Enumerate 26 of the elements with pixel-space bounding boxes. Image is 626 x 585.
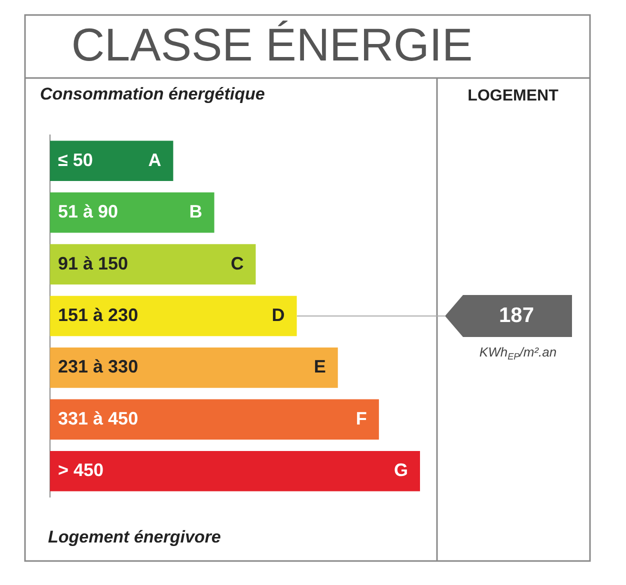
bar (50, 296, 297, 336)
y-tick-label: ≤ 50 (58, 150, 93, 170)
y-tick-label: 91 à 150 (58, 253, 128, 274)
y-tick-label: 231 à 330 (58, 356, 138, 377)
y-tick-label: 331 à 450 (58, 408, 138, 428)
annotation: D (272, 304, 285, 325)
y-tick-label: > 450 (58, 460, 104, 480)
annotation: E (314, 356, 326, 377)
text: 187 (498, 304, 534, 327)
bar (50, 399, 379, 440)
annotation: C (230, 253, 244, 274)
bar (50, 192, 214, 233)
annotation: A (148, 150, 162, 170)
bar (50, 348, 338, 388)
chart-subtitle: Consommation énergétique (40, 84, 265, 104)
bar (50, 450, 420, 492)
bar (50, 140, 174, 182)
annotation: G (394, 460, 408, 480)
text: Logement énergivore (48, 528, 221, 547)
bar (50, 244, 256, 284)
annotation: B (189, 202, 202, 222)
text: LOGEMENT (468, 87, 559, 104)
y-tick-label: 51 à 90 (58, 202, 118, 222)
annotation: F (356, 408, 367, 428)
y-tick-label: 151 à 230 (58, 304, 138, 325)
chart-title: CLASSE ÉNERGIE (71, 18, 473, 71)
